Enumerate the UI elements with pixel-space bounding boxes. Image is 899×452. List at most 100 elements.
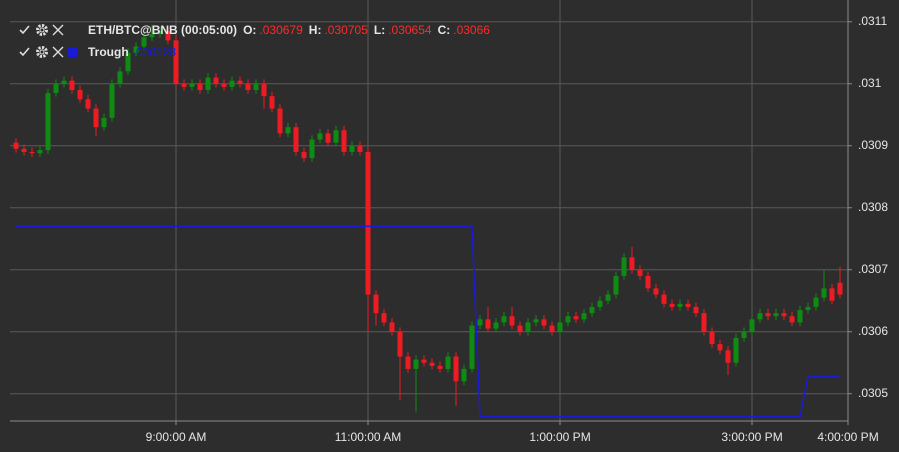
candle-body [61,80,67,84]
check-icon[interactable] [19,25,30,35]
candle-body [749,319,755,332]
candle-body [509,316,515,326]
candle-body [77,89,83,100]
candle-body [741,331,747,338]
gear-hub [39,27,45,33]
candle-body [661,294,667,304]
x-tick-label: 4:00:00 PM [817,430,878,444]
candle-body [685,303,691,307]
check-icon[interactable] [19,47,30,57]
candle-body [253,83,259,90]
candle-body [317,133,323,140]
candle-body [461,368,467,382]
legend-value: .030528 [133,45,177,59]
candle-body [341,130,347,152]
candle-body [485,319,491,329]
candle-body [693,306,699,314]
header: ETH/BTC@BNB (00:05:00) O: .030679 H: .030705… [19,23,490,59]
x-tick-label: 1:00:00 PM [529,430,590,444]
candle-body [797,310,803,323]
candle-body [173,40,179,84]
candle-body [357,145,363,152]
candle-body [501,316,507,323]
candle-body [765,313,771,317]
ohlc-label: C: [438,23,451,37]
candle-body [373,294,379,314]
candle-body [245,83,251,90]
candle-body [189,83,195,87]
ohlc-value: .030679 [259,23,303,37]
candle-body [333,130,339,143]
candle-body [621,257,627,276]
candle-body [589,306,595,314]
y-tick-label: .0309 [858,138,888,152]
candle-body [285,127,291,134]
candle-body [157,31,163,35]
x-tick-label: 11:00:00 AM [335,430,402,444]
candle-body [437,365,443,369]
candle-body [133,46,139,53]
candle-body [301,151,307,159]
candle-body [349,145,355,152]
candle-body [597,300,603,307]
candle-body [493,322,499,329]
candle-body [821,288,827,298]
ohlc-label: H: [309,23,322,37]
candle-body [29,151,35,154]
candle-body [149,34,155,38]
candle-body [261,83,267,97]
candle-body [117,71,123,84]
candle-body [109,83,115,118]
legend-label: Trough [88,45,129,59]
trough-line [16,225,840,418]
candle-body [805,306,811,311]
candle-body [669,303,675,307]
candle-body [445,356,451,369]
candle-body [829,288,835,301]
candle-body [381,313,387,323]
y-tick-label: .0308 [858,200,888,214]
series-name: ETH/BTC@BNB (00:05:00) [88,23,237,37]
x-tick-label: 9:00:00 AM [146,430,207,444]
candle-body [781,313,787,317]
candle-body [837,282,843,295]
candle-body [125,52,131,72]
candle-body [405,356,411,369]
candle-body [581,313,587,320]
candle-body [525,322,531,332]
ohlc-label: L: [374,23,385,37]
candle-body [213,77,219,84]
candle-body [53,83,59,94]
gear-icon[interactable] [36,24,48,36]
candle-body [725,350,731,363]
candle-body [221,83,227,87]
candle-body [573,316,579,320]
candle-body [293,127,299,152]
candle-body [13,142,19,149]
candle-body [533,319,539,323]
candle-body [45,93,51,151]
y-tick-label: .0311 [858,14,887,28]
candle-body [165,31,171,41]
x-tick-label: 3:00:00 PM [721,430,782,444]
close-icon[interactable] [52,46,64,58]
candle-body [653,288,659,295]
candle-body [757,313,763,320]
close-icon[interactable] [52,24,64,36]
candle-body [197,83,203,90]
candle-body [181,83,187,87]
y-tick-label: .0307 [858,262,888,276]
candle-body [101,117,107,128]
candle-body [813,297,819,307]
candle-body [541,319,547,326]
candle-body [93,108,99,128]
candle-body [789,316,795,323]
candle-body [309,139,315,159]
candle-body [69,80,75,90]
candle-body [477,319,483,326]
candle-body [389,322,395,332]
candle-body [453,356,459,382]
candle-body [469,325,475,369]
gear-icon[interactable] [36,46,48,58]
